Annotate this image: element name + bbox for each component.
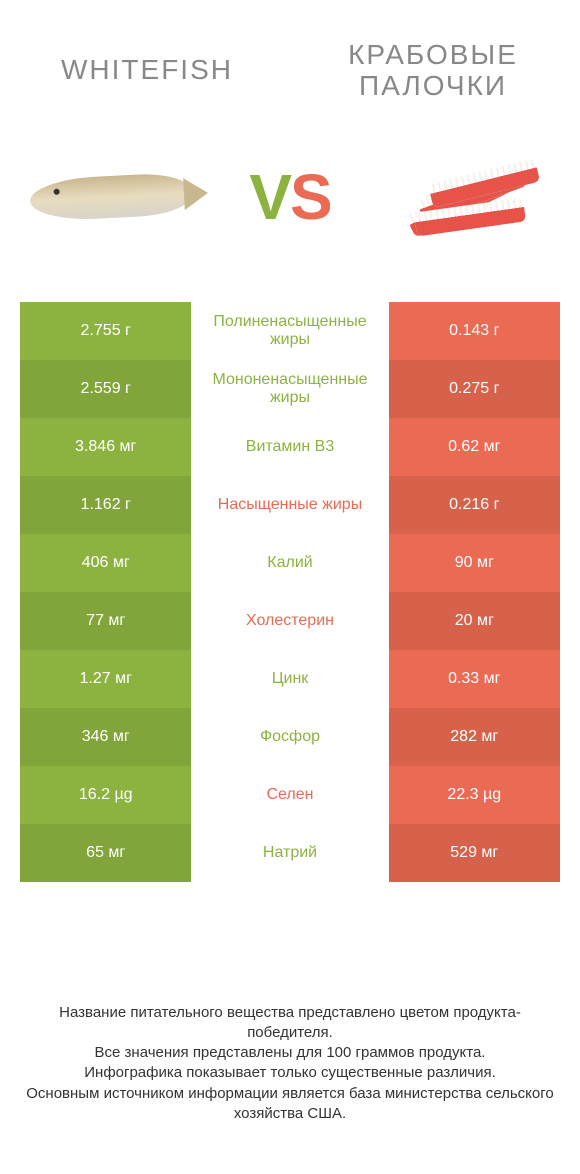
table-row: 406 мгКалий90 мг	[20, 534, 560, 592]
table-row: 3.846 мгВитамин B30.62 мг	[20, 418, 560, 476]
table-row: 65 мгНатрий529 мг	[20, 824, 560, 882]
value-left: 65 мг	[20, 824, 191, 882]
title-right: КРАБОВЫЕ ПАЛОЧКИ	[316, 40, 550, 102]
value-left: 16.2 µg	[20, 766, 191, 824]
footer-line: Название питательного вещества представл…	[20, 1003, 560, 1044]
crab-sticks-icon	[395, 147, 545, 247]
comparison-table: 2.755 гПолиненасыщенные жиры0.143 г2.559…	[20, 302, 560, 882]
nutrient-label: Цинк	[191, 650, 388, 708]
nutrient-label: Витамин B3	[191, 418, 388, 476]
table-row: 1.27 мгЦинк0.33 мг	[20, 650, 560, 708]
nutrient-label: Калий	[191, 534, 388, 592]
value-left: 2.755 г	[20, 302, 191, 360]
value-right: 0.33 мг	[389, 650, 560, 708]
value-right: 0.216 г	[389, 476, 560, 534]
footer-line: Инфографика показывает только существенн…	[20, 1063, 560, 1083]
value-right: 0.143 г	[389, 302, 560, 360]
footer-line: Основным источником информации является …	[20, 1084, 560, 1125]
value-right: 282 мг	[389, 708, 560, 766]
table-row: 77 мгХолестерин20 мг	[20, 592, 560, 650]
vs-letter-s: S	[290, 161, 331, 233]
nutrient-label: Холестерин	[191, 592, 388, 650]
value-right: 22.3 µg	[389, 766, 560, 824]
value-right: 20 мг	[389, 592, 560, 650]
value-right: 0.62 мг	[389, 418, 560, 476]
value-right: 90 мг	[389, 534, 560, 592]
value-left: 346 мг	[20, 708, 191, 766]
footer-notes: Название питательного вещества представл…	[20, 1003, 560, 1125]
nutrient-label: Селен	[191, 766, 388, 824]
vs-letter-v: V	[249, 161, 290, 233]
value-left: 1.27 мг	[20, 650, 191, 708]
vs-label: VS	[249, 160, 330, 234]
food-image-left	[20, 142, 200, 252]
nutrient-label: Мононенасыщенные жиры	[191, 360, 388, 418]
table-row: 346 мгФосфор282 мг	[20, 708, 560, 766]
food-image-right	[380, 142, 560, 252]
value-left: 77 мг	[20, 592, 191, 650]
header: WHITEFISH КРАБОВЫЕ ПАЛОЧКИ	[0, 0, 580, 112]
nutrient-label: Натрий	[191, 824, 388, 882]
value-left: 1.162 г	[20, 476, 191, 534]
nutrient-label: Полиненасыщенные жиры	[191, 302, 388, 360]
vs-row: VS	[0, 112, 580, 302]
table-row: 2.755 гПолиненасыщенные жиры0.143 г	[20, 302, 560, 360]
value-left: 2.559 г	[20, 360, 191, 418]
footer-line: Все значения представлены для 100 граммо…	[20, 1043, 560, 1063]
table-row: 2.559 гМононенасыщенные жиры0.275 г	[20, 360, 560, 418]
table-row: 16.2 µgСелен22.3 µg	[20, 766, 560, 824]
nutrient-label: Насыщенные жиры	[191, 476, 388, 534]
fish-icon	[29, 171, 191, 221]
value-right: 0.275 г	[389, 360, 560, 418]
value-left: 3.846 мг	[20, 418, 191, 476]
nutrient-label: Фосфор	[191, 708, 388, 766]
value-left: 406 мг	[20, 534, 191, 592]
table-row: 1.162 гНасыщенные жиры0.216 г	[20, 476, 560, 534]
value-right: 529 мг	[389, 824, 560, 882]
title-left: WHITEFISH	[30, 55, 264, 86]
